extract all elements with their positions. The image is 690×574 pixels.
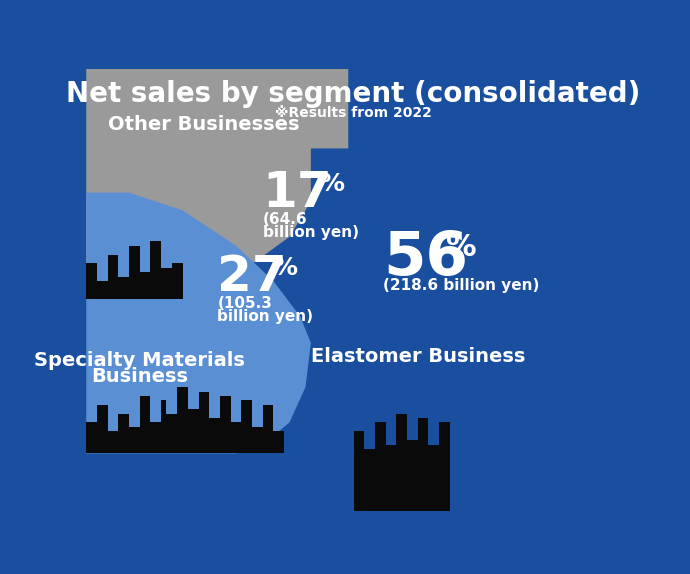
Text: Other Businesses: Other Businesses — [108, 115, 299, 134]
Text: billion yen): billion yen) — [217, 309, 313, 324]
Text: 27: 27 — [217, 253, 287, 301]
Text: Business: Business — [91, 367, 188, 386]
Text: (218.6 billion yen): (218.6 billion yen) — [383, 278, 540, 293]
Text: 56: 56 — [383, 230, 468, 288]
Text: Specialty Materials: Specialty Materials — [34, 351, 245, 370]
Text: ※Results from 2022: ※Results from 2022 — [275, 106, 432, 121]
Polygon shape — [86, 241, 182, 298]
Polygon shape — [86, 387, 284, 511]
Text: (105.3: (105.3 — [217, 296, 272, 311]
Text: Net sales by segment (consolidated): Net sales by segment (consolidated) — [66, 80, 641, 108]
Text: Elastomer Business: Elastomer Business — [310, 347, 525, 366]
Text: 17: 17 — [263, 169, 333, 216]
Text: %: % — [446, 234, 476, 262]
Polygon shape — [353, 414, 450, 511]
Polygon shape — [86, 193, 311, 453]
Text: %: % — [273, 256, 297, 280]
Polygon shape — [86, 69, 348, 298]
Text: %: % — [319, 172, 344, 196]
Text: (64.6: (64.6 — [263, 212, 307, 227]
Text: billion yen): billion yen) — [263, 225, 359, 240]
